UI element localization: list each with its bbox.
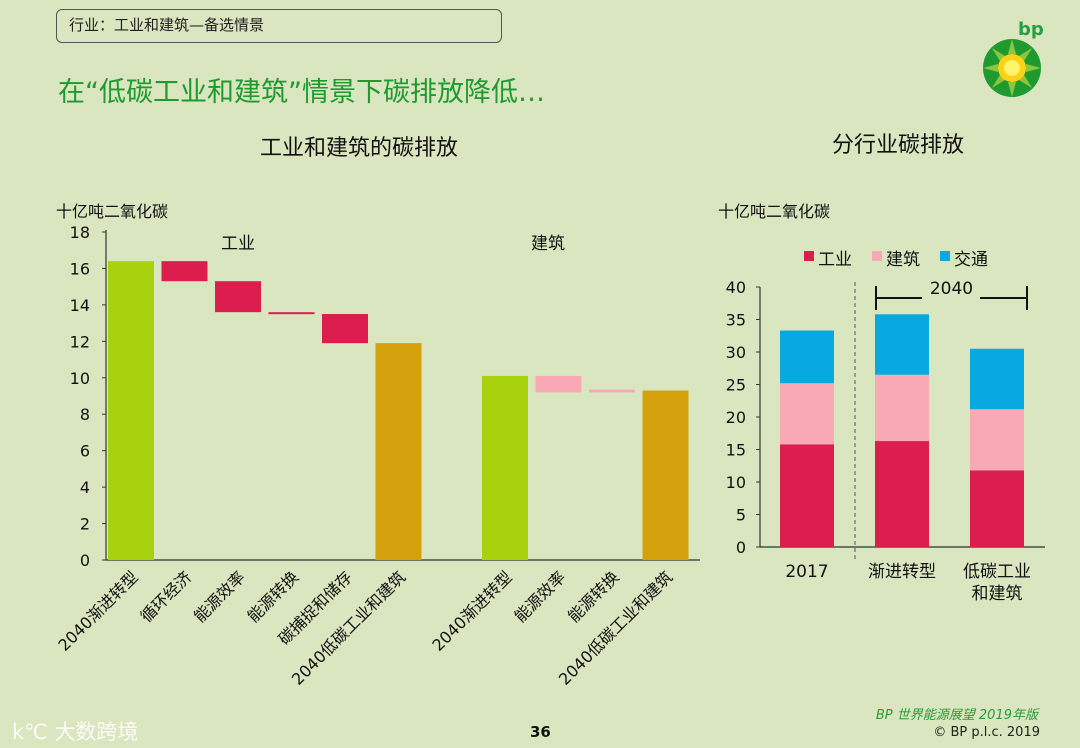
watermark-text: 大数跨境 — [54, 720, 139, 744]
stacked-y-tick-label: 40 — [726, 278, 746, 297]
stacked-bar-segment — [970, 470, 1024, 547]
bp-helios-logo-icon — [983, 39, 1041, 97]
waterfall-group-label: 建筑 — [531, 234, 565, 254]
stacked-bracket-label: 2040 — [930, 279, 973, 299]
stacked-y-tick-label: 0 — [736, 538, 746, 557]
waterfall-y-tick-label: 18 — [70, 223, 90, 242]
waterfall-y-tick-label: 14 — [70, 296, 90, 315]
waterfall-y-tick-label: 2 — [80, 515, 90, 534]
stacked-x-tick-label: 2017 — [785, 562, 828, 582]
stacked-y-tick-label: 10 — [726, 473, 746, 492]
stacked-y-tick-label: 20 — [726, 408, 746, 427]
page-number: 36 — [530, 723, 551, 741]
footer-copyright: © BP p.l.c. 2019 — [933, 725, 1040, 740]
stacked-y-axis-label: 十亿吨二氧化碳 — [718, 202, 830, 221]
waterfall-chart: 十亿吨二氧化碳024681012141618工业2040渐进转型循环经济能源效率… — [54, 202, 700, 689]
bp-logo-text: bp — [1018, 19, 1044, 40]
watermark: k℃ 大数跨境 — [12, 716, 138, 746]
waterfall-y-tick-label: 10 — [70, 369, 90, 388]
waterfall-y-tick-label: 16 — [70, 259, 90, 278]
waterfall-x-tick-label: 2040渐进转型 — [54, 567, 141, 654]
stacked-legend-swatch — [872, 251, 882, 261]
waterfall-y-tick-label: 12 — [70, 332, 90, 351]
stacked-y-tick-label: 25 — [726, 376, 746, 395]
waterfall-y-tick-label: 0 — [80, 551, 90, 570]
stacked-x-tick-label: 和建筑 — [972, 584, 1023, 604]
waterfall-x-tick-label: 循环经济 — [137, 567, 196, 626]
stacked-bar-segment — [780, 444, 834, 547]
stacked-bar-segment — [875, 441, 929, 547]
stacked-y-tick-label: 5 — [736, 506, 746, 525]
waterfall-total-bar — [375, 343, 422, 560]
stacked-bar-segment — [970, 409, 1024, 471]
waterfall-y-tick-label: 6 — [80, 442, 90, 461]
waterfall-total-bar — [642, 390, 689, 560]
waterfall-total-bar — [108, 261, 154, 560]
section-label: 行业：工业和建筑—备选情景 — [56, 9, 502, 43]
stacked-bracket-label-bg — [922, 278, 980, 300]
waterfall-delta-bar — [535, 375, 582, 393]
stacked-chart-title: 分行业碳排放 — [832, 133, 965, 158]
waterfall-delta-bar — [268, 312, 315, 315]
stacked-bar-segment — [875, 314, 929, 375]
page-headline: 在“低碳工业和建筑”情景下碳排放降低… — [58, 77, 545, 108]
waterfall-delta-bar — [589, 389, 635, 393]
waterfall-delta-bar — [215, 281, 261, 313]
waterfall-delta-bar — [161, 261, 208, 282]
stacked-legend-swatch — [940, 251, 950, 261]
stacked-y-tick-label: 15 — [726, 441, 746, 460]
stacked-legend-label: 交通 — [954, 250, 988, 270]
stacked-bar-segment — [970, 348, 1024, 410]
waterfall-x-tick-label: 能源效率 — [190, 567, 249, 626]
stacked-bar-segment — [780, 383, 834, 445]
waterfall-x-tick-label: 2040渐进转型 — [428, 567, 515, 654]
waterfall-y-tick-label: 4 — [80, 478, 90, 497]
waterfall-y-axis-label: 十亿吨二氧化碳 — [56, 202, 168, 221]
stacked-y-tick-label: 30 — [726, 343, 746, 362]
stacked-bar-segment — [875, 374, 929, 442]
waterfall-chart-title: 工业和建筑的碳排放 — [260, 136, 459, 161]
waterfall-delta-bar — [322, 314, 368, 344]
waterfall-total-bar — [482, 375, 528, 560]
stacked-legend-swatch — [804, 251, 814, 261]
stacked-legend-label: 建筑 — [886, 250, 920, 270]
stacked-x-tick-label: 低碳工业 — [963, 562, 1031, 582]
watermark-logo-icon: k℃ — [12, 720, 48, 744]
waterfall-x-tick-label: 能源效率 — [511, 567, 570, 626]
waterfall-y-tick-label: 8 — [80, 405, 90, 424]
waterfall-group-label: 工业 — [221, 234, 255, 254]
stacked-y-tick-label: 35 — [726, 311, 746, 330]
footer-source: BP 世界能源展望 2019年版 — [875, 708, 1038, 723]
stacked-x-tick-label: 渐进转型 — [868, 562, 936, 582]
stacked-bar-segment — [780, 330, 834, 384]
stacked-legend-label: 工业 — [818, 250, 852, 270]
